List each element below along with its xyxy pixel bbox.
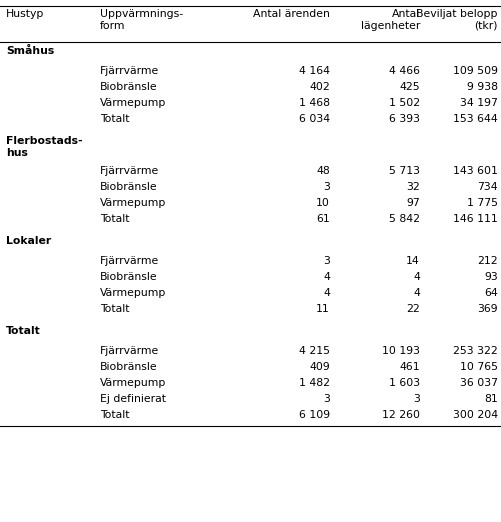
Text: Värmepump: Värmepump — [100, 288, 166, 298]
Text: Biobränsle: Biobränsle — [100, 272, 157, 282]
Text: Totalt: Totalt — [6, 326, 41, 336]
Text: 3: 3 — [412, 394, 419, 404]
Text: 6 109: 6 109 — [298, 410, 329, 420]
Text: 36 037: 36 037 — [459, 378, 497, 388]
Text: 1 775: 1 775 — [466, 198, 497, 208]
Text: 212: 212 — [476, 256, 497, 266]
Text: Totalt: Totalt — [100, 114, 129, 124]
Text: Antal ärenden: Antal ärenden — [253, 9, 329, 19]
Text: 4: 4 — [412, 272, 419, 282]
Text: 10 193: 10 193 — [381, 346, 419, 356]
Text: Antal
lägenheter: Antal lägenheter — [360, 9, 419, 31]
Text: Fjärrvärme: Fjärrvärme — [100, 346, 159, 356]
Text: Totalt: Totalt — [100, 304, 129, 314]
Text: Fjärrvärme: Fjärrvärme — [100, 66, 159, 76]
Text: 4: 4 — [412, 288, 419, 298]
Text: Totalt: Totalt — [100, 410, 129, 420]
Text: Värmepump: Värmepump — [100, 98, 166, 108]
Text: 61: 61 — [316, 214, 329, 224]
Text: 14: 14 — [405, 256, 419, 266]
Text: 93: 93 — [483, 272, 497, 282]
Text: Totalt: Totalt — [100, 214, 129, 224]
Text: 12 260: 12 260 — [381, 410, 419, 420]
Text: 425: 425 — [399, 82, 419, 92]
Text: 4 466: 4 466 — [388, 66, 419, 76]
Text: Flerbostads-
hus: Flerbostads- hus — [6, 136, 83, 158]
Text: 34 197: 34 197 — [459, 98, 497, 108]
Text: 5 713: 5 713 — [388, 166, 419, 176]
Text: Fjärrvärme: Fjärrvärme — [100, 256, 159, 266]
Text: 3: 3 — [323, 256, 329, 266]
Text: 402: 402 — [309, 82, 329, 92]
Text: 10 765: 10 765 — [459, 362, 497, 372]
Text: 409: 409 — [309, 362, 329, 372]
Text: Hustyp: Hustyp — [6, 9, 44, 19]
Text: Biobränsle: Biobränsle — [100, 362, 157, 372]
Text: 253 322: 253 322 — [452, 346, 497, 356]
Text: 300 204: 300 204 — [452, 410, 497, 420]
Text: 4: 4 — [323, 288, 329, 298]
Text: 10: 10 — [316, 198, 329, 208]
Text: 146 111: 146 111 — [452, 214, 497, 224]
Text: 143 601: 143 601 — [452, 166, 497, 176]
Text: Värmepump: Värmepump — [100, 198, 166, 208]
Text: 32: 32 — [405, 182, 419, 192]
Text: 6 034: 6 034 — [298, 114, 329, 124]
Text: 81: 81 — [483, 394, 497, 404]
Text: 109 509: 109 509 — [452, 66, 497, 76]
Text: Beviljat belopp
(tkr): Beviljat belopp (tkr) — [416, 9, 497, 31]
Text: 6 393: 6 393 — [388, 114, 419, 124]
Text: 1 468: 1 468 — [299, 98, 329, 108]
Text: Ej definierat: Ej definierat — [100, 394, 166, 404]
Text: 22: 22 — [405, 304, 419, 314]
Text: Uppvärmnings-
form: Uppvärmnings- form — [100, 9, 183, 31]
Text: 64: 64 — [483, 288, 497, 298]
Text: 1 482: 1 482 — [299, 378, 329, 388]
Text: Fjärrvärme: Fjärrvärme — [100, 166, 159, 176]
Text: Lokaler: Lokaler — [6, 236, 51, 246]
Text: Biobränsle: Biobränsle — [100, 182, 157, 192]
Text: 4 164: 4 164 — [299, 66, 329, 76]
Text: 11: 11 — [316, 304, 329, 314]
Text: 3: 3 — [323, 394, 329, 404]
Text: 369: 369 — [476, 304, 497, 314]
Text: Biobränsle: Biobränsle — [100, 82, 157, 92]
Text: 1 603: 1 603 — [388, 378, 419, 388]
Text: 5 842: 5 842 — [388, 214, 419, 224]
Text: 97: 97 — [405, 198, 419, 208]
Text: 48: 48 — [316, 166, 329, 176]
Text: 3: 3 — [323, 182, 329, 192]
Text: 734: 734 — [476, 182, 497, 192]
Text: Småhus: Småhus — [6, 46, 54, 56]
Text: 1 502: 1 502 — [388, 98, 419, 108]
Text: Värmepump: Värmepump — [100, 378, 166, 388]
Text: 4: 4 — [323, 272, 329, 282]
Text: 461: 461 — [399, 362, 419, 372]
Text: 153 644: 153 644 — [452, 114, 497, 124]
Text: 4 215: 4 215 — [299, 346, 329, 356]
Text: 9 938: 9 938 — [466, 82, 497, 92]
